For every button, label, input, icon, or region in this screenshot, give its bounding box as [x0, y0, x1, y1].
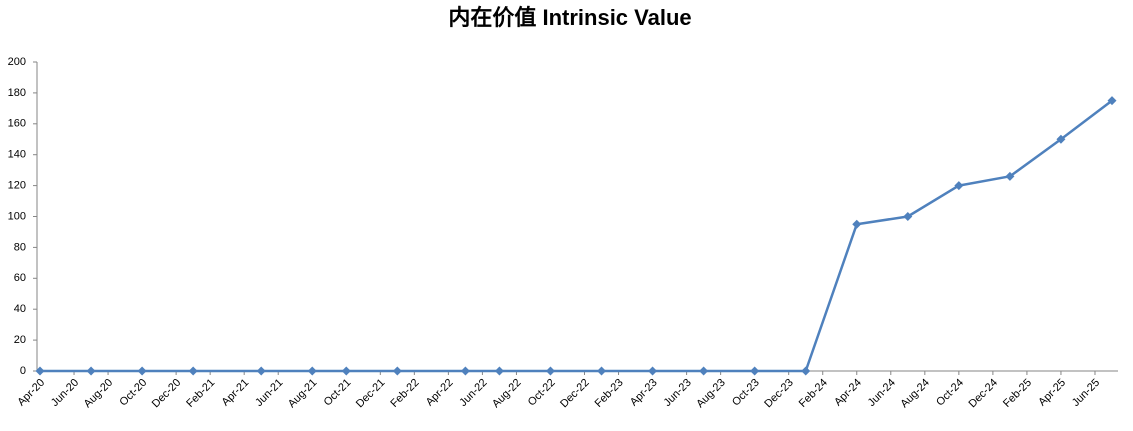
point-marker	[341, 366, 351, 376]
x-tick-label: Aug-20	[82, 377, 116, 411]
point-marker	[1005, 171, 1015, 181]
x-tick-label: Dec-23	[762, 377, 796, 411]
x-tick-label: Dec-21	[354, 377, 388, 411]
x-tick-label: Oct-22	[526, 377, 558, 409]
y-tick-label: 120	[8, 180, 26, 192]
x-tick-label: Apr-23	[628, 377, 660, 409]
x-tick-label: Jun-21	[253, 377, 285, 409]
x-tick-label: Dec-20	[150, 377, 184, 411]
x-tick-label: Apr-24	[832, 377, 864, 409]
x-tick-label: Feb-21	[184, 377, 217, 410]
point-marker	[699, 366, 709, 376]
point-marker	[35, 366, 45, 376]
point-marker	[307, 366, 317, 376]
x-tick-label: Aug-23	[694, 377, 728, 411]
x-tick-label: Apr-21	[220, 377, 252, 409]
x-tick-label: Aug-21	[286, 377, 320, 411]
x-tick-label: Jun-24	[866, 377, 898, 409]
point-marker	[954, 181, 964, 191]
y-tick-label: 40	[14, 303, 26, 315]
point-marker	[801, 366, 811, 376]
x-tick-label: Jun-23	[662, 377, 694, 409]
x-tick-label: Feb-24	[797, 377, 830, 410]
x-tick-label: Oct-24	[934, 377, 966, 409]
point-marker	[188, 366, 198, 376]
point-marker	[86, 366, 96, 376]
point-marker	[392, 366, 402, 376]
x-tick-label: Apr-22	[424, 377, 456, 409]
point-marker	[460, 366, 470, 376]
x-tick-label: Aug-22	[490, 377, 524, 411]
x-tick-label: Feb-25	[1001, 377, 1034, 410]
point-marker	[750, 366, 760, 376]
x-tick-label: Apr-20	[15, 377, 47, 409]
point-marker	[903, 212, 913, 221]
point-marker	[545, 366, 555, 376]
point-marker	[648, 366, 658, 376]
y-tick-label: 160	[8, 118, 26, 130]
point-marker	[852, 219, 862, 229]
x-tick-label: Apr-25	[1036, 377, 1068, 409]
y-tick-label: 80	[14, 241, 26, 253]
x-tick-label: Oct-20	[117, 377, 149, 409]
y-tick-label: 140	[8, 149, 26, 161]
y-tick-label: 20	[14, 334, 26, 346]
series-line	[40, 99, 1113, 373]
point-marker	[1056, 134, 1066, 144]
x-tick-label: Aug-24	[898, 377, 932, 411]
x-tick-label: Dec-24	[966, 377, 1000, 411]
x-tick-label: Jun-22	[457, 377, 489, 409]
x-tick-label: Feb-23	[593, 377, 626, 410]
y-tick-label: 180	[8, 87, 26, 99]
point-marker	[1107, 96, 1117, 106]
x-tick-label: Oct-23	[730, 377, 762, 409]
x-tick-label: Feb-22	[388, 377, 421, 410]
point-marker	[256, 366, 266, 376]
x-tick-label: Jun-25	[1070, 377, 1102, 409]
x-tick-label: Oct-21	[322, 377, 354, 409]
chart-title: 内在价值 Intrinsic Value	[448, 5, 691, 30]
y-tick-label: 200	[8, 56, 26, 68]
point-marker	[597, 366, 607, 376]
y-tick-label: 60	[14, 272, 26, 284]
y-tick-label: 100	[8, 210, 26, 222]
point-marker	[494, 366, 504, 376]
y-tick-label: 0	[20, 365, 26, 377]
x-tick-label: Dec-22	[558, 377, 592, 411]
x-tick-label: Jun-20	[49, 377, 81, 409]
point-marker	[137, 366, 147, 376]
